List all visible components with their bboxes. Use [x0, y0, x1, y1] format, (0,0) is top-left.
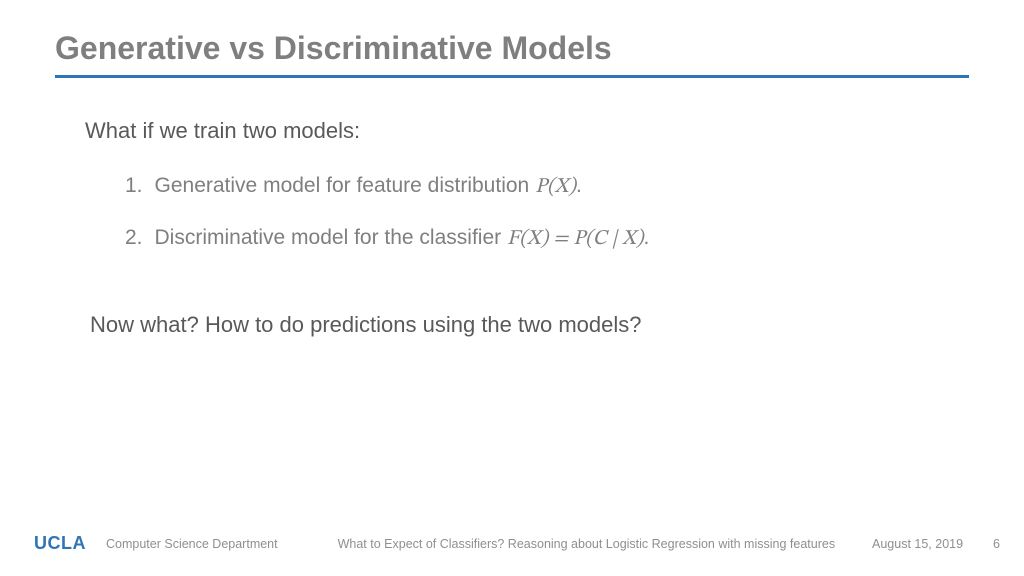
footer-talk-title: What to Expect of Classifiers? Reasoning…: [338, 537, 872, 551]
footer-department: Computer Science Department: [106, 537, 278, 551]
slide-footer: UCLA Computer Science Department What to…: [0, 533, 1024, 554]
slide-title: Generative vs Discriminative Models: [55, 30, 969, 75]
footer-date: August 15, 2019: [872, 537, 963, 551]
title-underline: [55, 75, 969, 78]
ucla-logo: UCLA: [34, 533, 86, 554]
math-expr: P(X): [535, 176, 576, 197]
list-number: 1.: [125, 174, 143, 200]
slide: Generative vs Discriminative Models What…: [0, 0, 1024, 576]
outro-text: Now what? How to do predictions using th…: [90, 312, 969, 338]
math-expr: F(X) = P(C | X): [507, 228, 644, 249]
footer-page-number: 6: [993, 537, 1000, 551]
list-item: 1. Generative model for feature distribu…: [125, 174, 969, 200]
list-item: 2. Discriminative model for the classifi…: [125, 226, 969, 252]
list-text: Generative model for feature distributio…: [155, 174, 582, 200]
list-number: 2.: [125, 226, 143, 252]
intro-text: What if we train two models:: [85, 118, 969, 144]
list-text: Discriminative model for the classifier …: [155, 226, 650, 252]
numbered-list: 1. Generative model for feature distribu…: [125, 174, 969, 252]
